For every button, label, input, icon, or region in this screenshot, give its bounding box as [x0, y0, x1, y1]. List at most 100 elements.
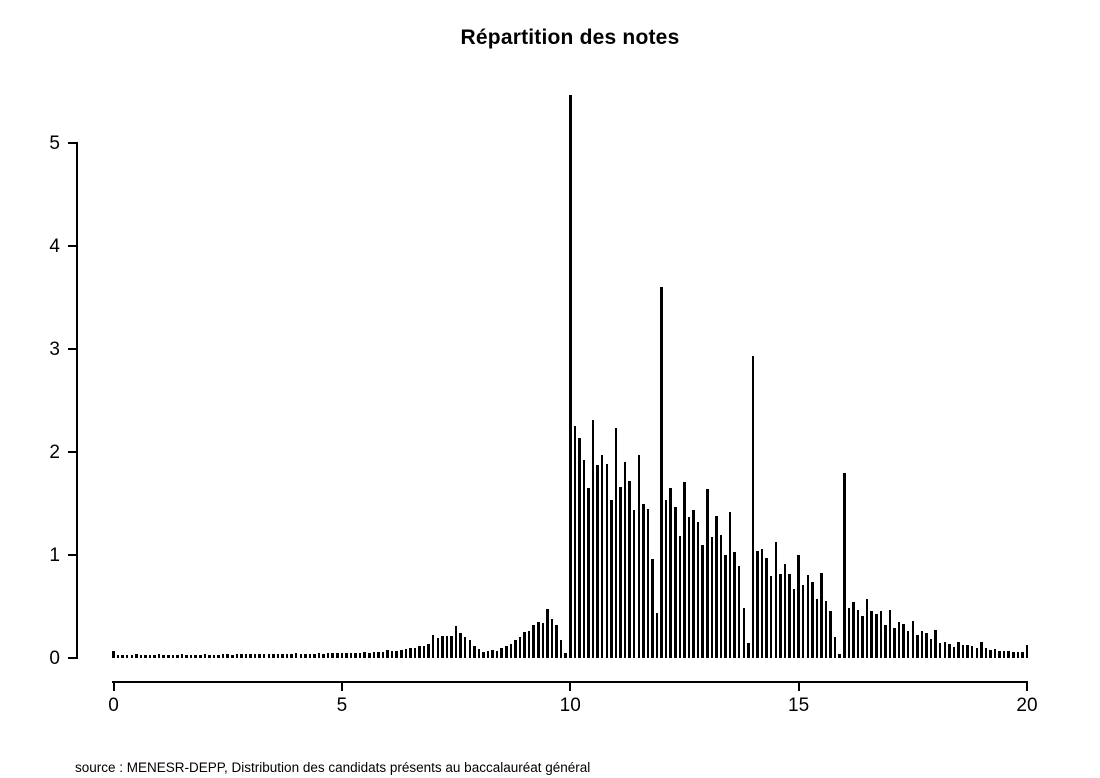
bar: [491, 650, 494, 658]
bar: [336, 652, 339, 658]
bar: [614, 428, 618, 658]
bar: [970, 645, 974, 658]
bar: [153, 654, 156, 658]
bar: [733, 551, 736, 658]
bar: [569, 94, 572, 658]
bar: [989, 649, 992, 658]
bar: [838, 653, 841, 658]
bar: [500, 647, 503, 658]
bar: [135, 654, 138, 658]
bar: [450, 636, 453, 658]
bar: [696, 522, 700, 658]
bar: [157, 654, 161, 658]
bar: [628, 480, 631, 658]
bar: [409, 647, 412, 658]
bar: [957, 641, 960, 658]
bar: [961, 644, 965, 658]
bar: [902, 624, 905, 658]
bar: [427, 644, 430, 658]
bar: [760, 548, 764, 658]
bar: [916, 635, 919, 658]
bar: [642, 503, 645, 658]
bar: [747, 642, 750, 658]
bar: [692, 509, 695, 658]
bar: [144, 654, 147, 658]
y-tick-label: 4: [49, 235, 60, 257]
caption-line-1: source : MENESR-DEPP, Distribution des c…: [75, 760, 591, 775]
bar: [121, 654, 124, 658]
bar: [290, 653, 293, 658]
bar: [317, 653, 321, 658]
bar: [651, 559, 654, 658]
bar: [235, 654, 239, 658]
bar: [363, 652, 366, 658]
bar: [587, 488, 590, 658]
bar: [929, 638, 933, 658]
bar: [925, 633, 928, 658]
bar: [281, 653, 284, 658]
bar: [1016, 652, 1020, 658]
bar: [413, 647, 417, 658]
x-tick-mark: [340, 682, 343, 691]
y-tick-mark: [68, 245, 77, 247]
x-tick-label: 5: [336, 695, 348, 716]
x-tick-mark: [569, 682, 572, 691]
bar: [706, 489, 709, 658]
bar: [368, 652, 371, 658]
bar: [573, 426, 577, 658]
bar: [993, 649, 997, 658]
bar: [514, 640, 517, 658]
bar: [820, 572, 823, 658]
bar: [445, 636, 449, 658]
bar: [203, 654, 207, 658]
bar: [495, 651, 499, 658]
bar: [806, 574, 809, 658]
bar: [436, 638, 440, 658]
bar: [724, 555, 727, 658]
bar: [884, 624, 887, 658]
bar: [326, 653, 330, 658]
bar: [701, 544, 704, 658]
bar: [249, 653, 252, 658]
bar: [952, 646, 956, 658]
bar: [687, 516, 691, 658]
bar: [400, 649, 403, 658]
bar: [783, 564, 787, 658]
bar: [948, 643, 951, 658]
y-tick-label: 3: [49, 338, 60, 360]
bar: [473, 645, 476, 658]
bar: [116, 654, 120, 658]
bar: [267, 654, 271, 658]
x-tick-mark: [797, 682, 800, 691]
bar: [162, 654, 165, 658]
bar: [934, 630, 937, 658]
bar: [422, 645, 426, 658]
bar: [756, 550, 759, 658]
bar: [852, 602, 855, 658]
bar: [975, 648, 978, 658]
y-tick-mark: [68, 142, 77, 144]
bar: [769, 575, 773, 658]
bar: [605, 464, 609, 658]
source-caption: source : MENESR-DEPP, Distribution des c…: [75, 719, 590, 778]
bar: [386, 650, 389, 658]
bar: [468, 640, 471, 658]
bar: [340, 652, 344, 658]
bar: [272, 653, 275, 658]
bar: [843, 472, 846, 658]
bar: [546, 608, 549, 658]
bar: [308, 653, 312, 658]
bar: [431, 635, 435, 658]
bar: [1012, 651, 1015, 658]
bar: [441, 636, 444, 658]
bar: [240, 654, 243, 658]
bar: [861, 615, 864, 658]
bar: [710, 537, 714, 658]
bar: [541, 622, 545, 658]
bar: [797, 555, 800, 658]
bar: [765, 558, 768, 658]
bar: [893, 628, 896, 658]
bar: [148, 654, 152, 658]
bar: [345, 653, 348, 658]
bar: [509, 644, 513, 658]
